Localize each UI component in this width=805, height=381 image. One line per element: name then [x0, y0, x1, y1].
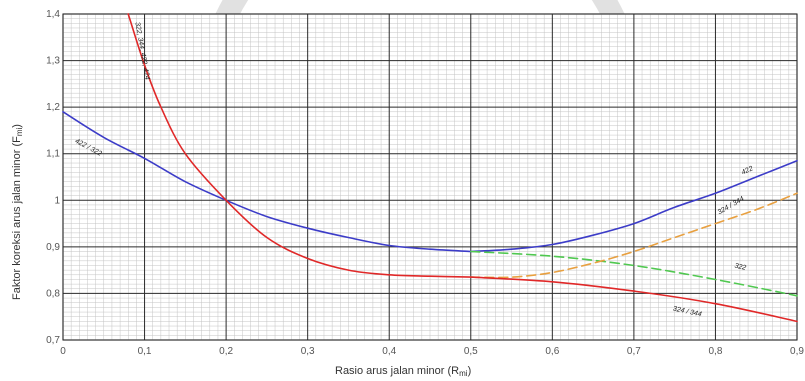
- x-axis-ticks: 0 0,1 0,2 0,3 0,4 0,5 0,6 0,7 0,8 0,9: [60, 346, 804, 357]
- x-axis-title: Rasio arus jalan minor (Rmi): [335, 365, 471, 378]
- y-axis-title: Faktor koreksi arus jalan minor (Fmi): [11, 124, 24, 300]
- curve-label: 322: [734, 263, 747, 272]
- y-axis-ticks: 0,7 0,8 0,9 1 1,1 1,2 1,3 1,4: [46, 9, 60, 346]
- series-line-green-2: [470, 250, 798, 297]
- y-tick-label: 1,2: [46, 102, 60, 113]
- x-tick-label: 0: [60, 346, 66, 357]
- curve-label: 422: [741, 165, 755, 176]
- minor-grid: [62, 13, 798, 341]
- x-tick-label: 0,4: [382, 346, 396, 357]
- x-tick-label: 0,8: [708, 346, 722, 357]
- series-line-red-5: [127, 13, 472, 278]
- x-tick-label: 0,9: [790, 346, 804, 357]
- series-line-blue-1: [470, 159, 798, 253]
- y-tick-label: 0,7: [46, 335, 60, 346]
- y-tick-label: 0,8: [46, 288, 60, 299]
- y-tick-label: 1: [54, 195, 60, 206]
- y-tick-label: 1,3: [46, 56, 60, 67]
- series-line-orange-3: [470, 192, 798, 279]
- x-tick-label: 0,1: [138, 346, 152, 357]
- x-tick-label: 0,6: [545, 346, 559, 357]
- x-tick-label: 0,3: [301, 346, 315, 357]
- major-grid: [62, 13, 798, 341]
- series-line-red-4: [470, 276, 798, 323]
- y-tick-label: 1,4: [46, 9, 60, 20]
- x-tick-label: 0,7: [627, 346, 641, 357]
- x-tick-label: 0,5: [464, 346, 478, 357]
- series-layer: [62, 13, 798, 323]
- y-tick-label: 0,9: [46, 242, 60, 253]
- series-line-blue-0: [62, 111, 472, 253]
- x-tick-label: 0,2: [219, 346, 233, 357]
- y-tick-label: 1,1: [46, 149, 60, 160]
